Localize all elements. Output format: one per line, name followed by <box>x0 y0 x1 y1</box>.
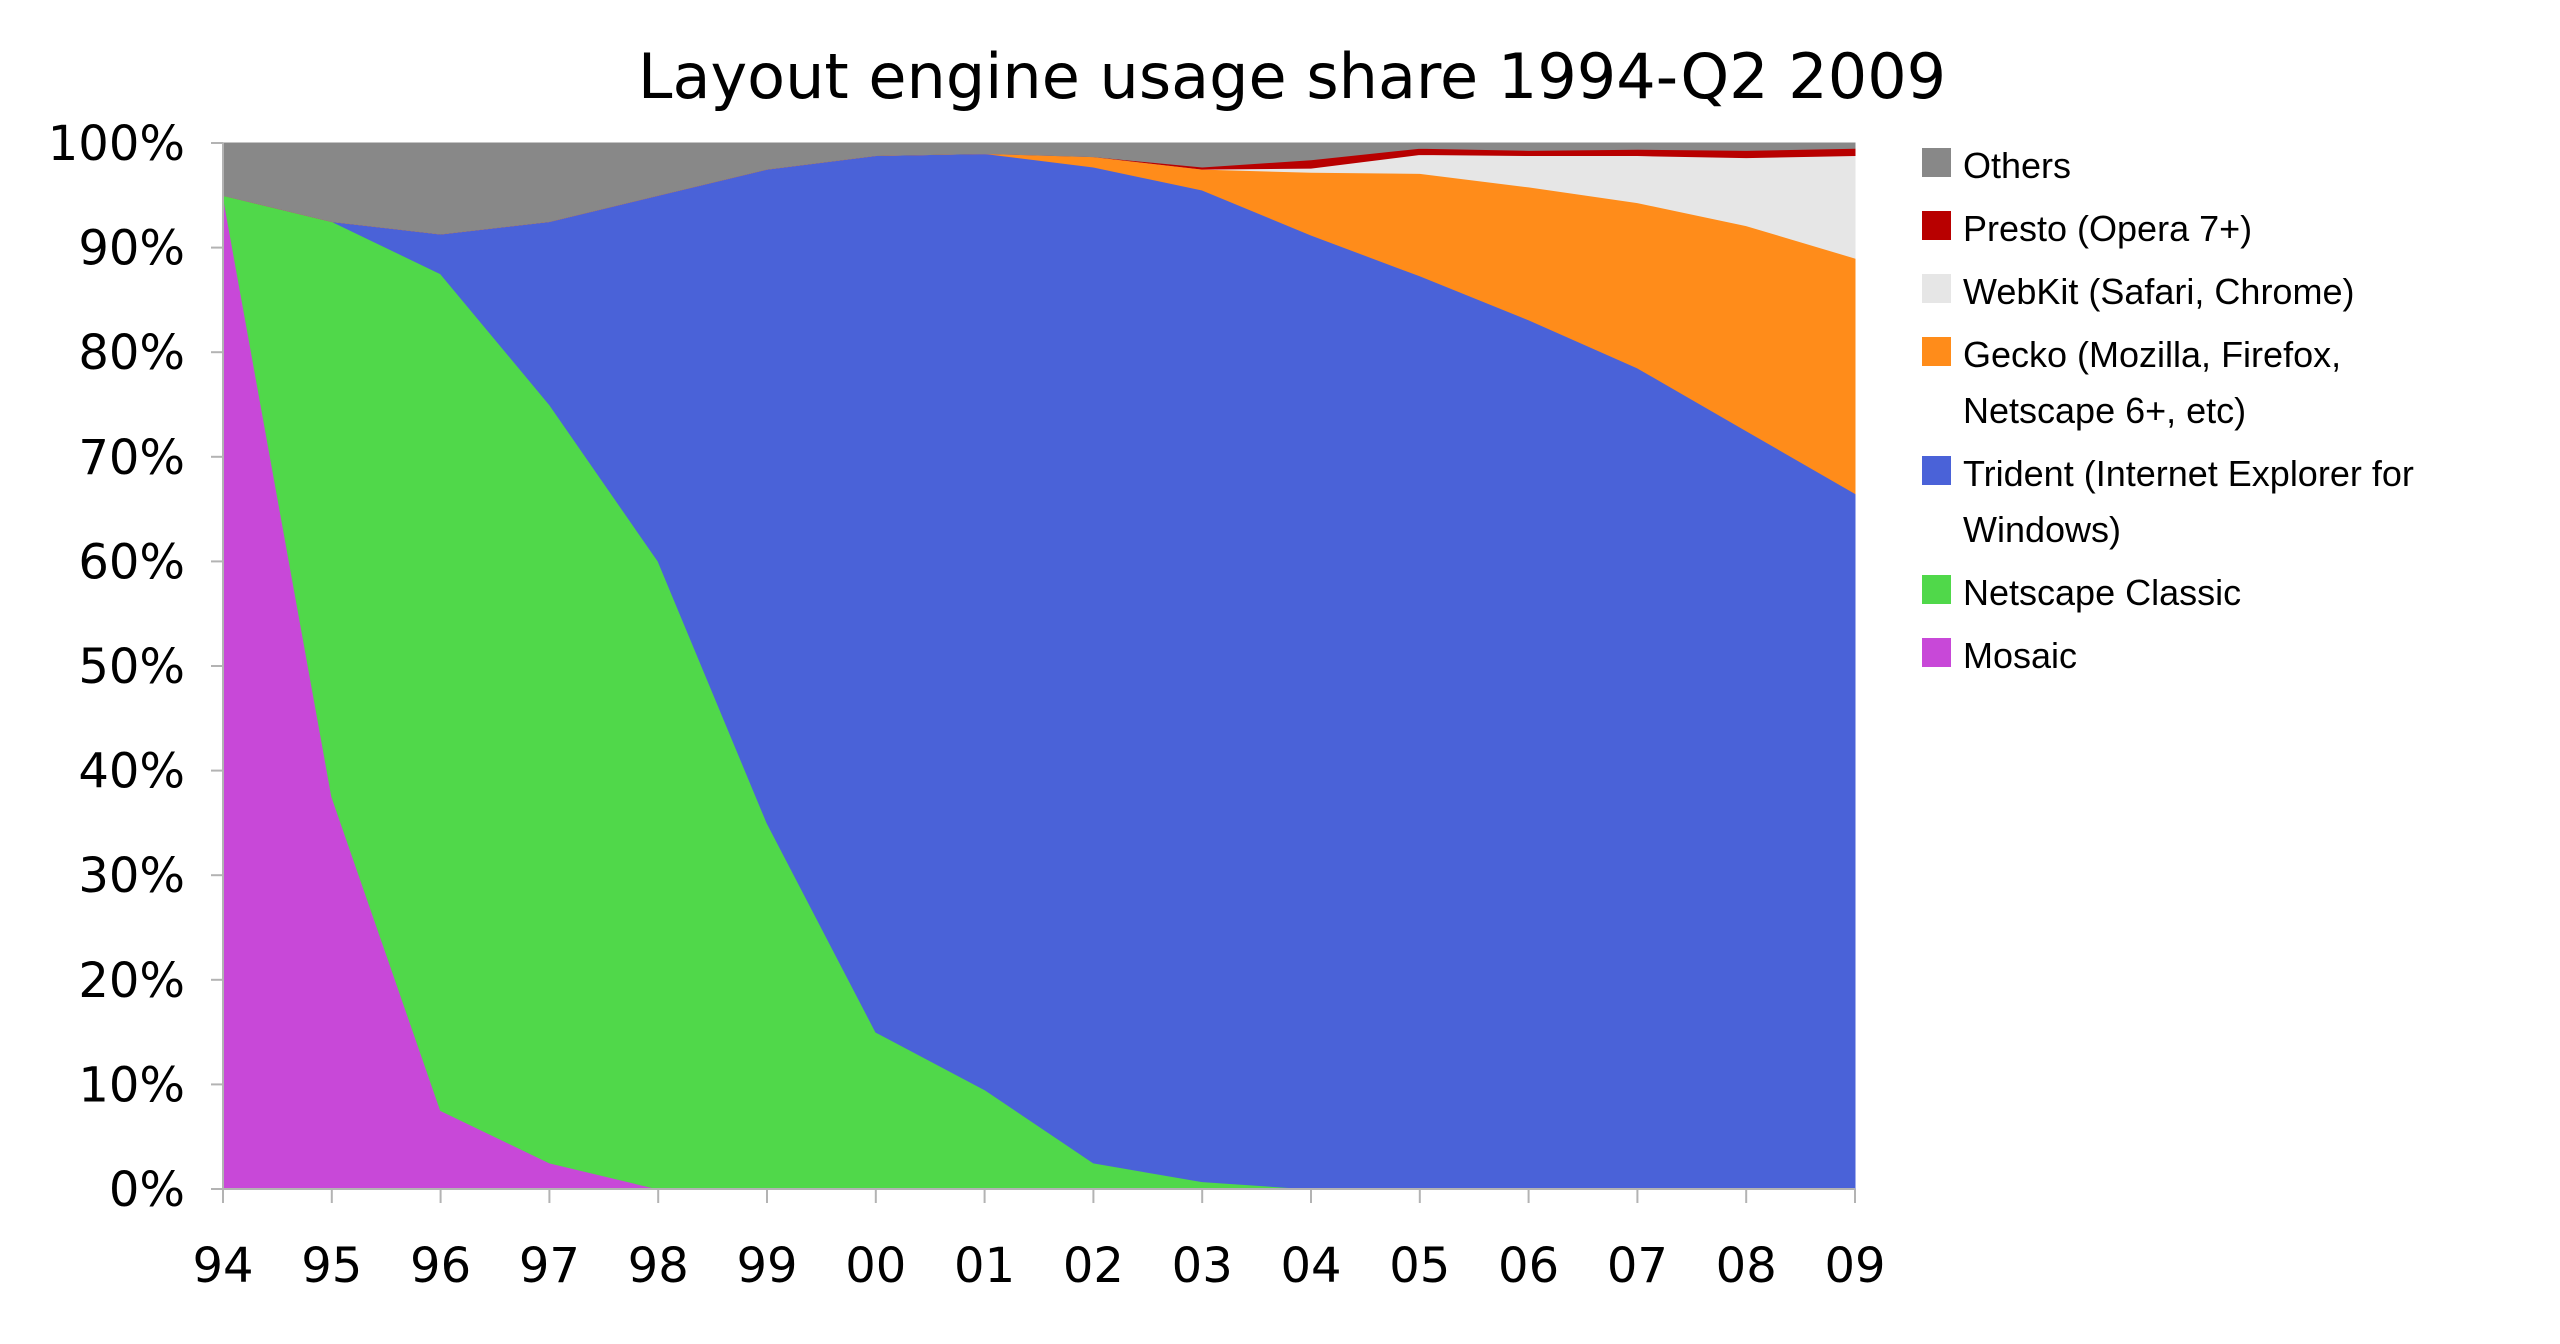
legend-item-trident-internet-explorer-for-windows: Trident (Internet Explorer for Windows) <box>1922 453 2414 550</box>
plot-area <box>222 142 1856 1190</box>
x-tick-label: 04 <box>1280 1238 1341 1294</box>
legend-item-presto-opera-7: Presto (Opera 7+) <box>1922 208 2252 249</box>
y-tick-label: 100% <box>48 116 185 172</box>
x-tick-label: 99 <box>736 1238 797 1294</box>
axes: 0% 10% 20% 30% 40% 50% 60% 70% 80% 90% 100% 94 95 96 9… <box>48 116 1886 1294</box>
x-tick-label: 96 <box>410 1238 471 1294</box>
legend-item-others: Others <box>1922 145 2071 186</box>
x-tick-label: 01 <box>954 1238 1015 1294</box>
x-tick-label: 07 <box>1607 1238 1668 1294</box>
legend-label: Trident (Internet Explorer for <box>1963 453 2414 494</box>
x-tick-label: 97 <box>519 1238 580 1294</box>
y-tick-label: 30% <box>78 848 185 904</box>
y-tick-label: 0% <box>109 1162 185 1218</box>
legend-swatch <box>1922 274 1951 303</box>
x-tick-label: 95 <box>301 1238 362 1294</box>
x-tick-label: 03 <box>1172 1238 1233 1294</box>
x-tick-label: 94 <box>192 1238 253 1294</box>
legend-swatch <box>1922 211 1951 240</box>
legend-swatch <box>1922 337 1951 366</box>
y-tick-label: 90% <box>78 221 185 277</box>
x-tick-label: 02 <box>1063 1238 1124 1294</box>
y-tick-label: 20% <box>78 953 185 1009</box>
chart-title: Layout engine usage share 1994-Q2 2009 <box>638 40 1946 113</box>
y-tick-label: 10% <box>78 1057 185 1113</box>
x-tick-label: 08 <box>1716 1238 1777 1294</box>
legend-swatch <box>1922 575 1951 604</box>
y-tick-label: 50% <box>78 639 185 695</box>
y-tick-label: 80% <box>78 325 185 381</box>
y-tick-label: 40% <box>78 744 185 800</box>
legend-item-webkit-safari-chrome: WebKit (Safari, Chrome) <box>1922 271 2354 312</box>
legend-label: WebKit (Safari, Chrome) <box>1963 271 2354 312</box>
x-tick-label: 06 <box>1498 1238 1559 1294</box>
legend-label: Gecko (Mozilla, Firefox, <box>1963 334 2341 375</box>
legend-label: Netscape Classic <box>1963 572 2241 613</box>
x-tick-label: 05 <box>1389 1238 1450 1294</box>
legend-label: Netscape 6+, etc) <box>1963 390 2246 431</box>
legend: Others Presto (Opera 7+) WebKit (Safari, C… <box>1922 145 2414 676</box>
legend-swatch <box>1922 148 1951 177</box>
area-others <box>222 142 1856 235</box>
legend-item-mosaic: Mosaic <box>1922 635 2077 676</box>
legend-swatch <box>1922 638 1951 667</box>
legend-label: Others <box>1963 145 2071 186</box>
legend-label: Presto (Opera 7+) <box>1963 208 2252 249</box>
y-tick-label: 70% <box>78 430 185 486</box>
x-tick-label: 98 <box>628 1238 689 1294</box>
legend-label: Windows) <box>1963 509 2121 550</box>
x-tick-label: 09 <box>1824 1238 1885 1294</box>
legend-swatch <box>1922 456 1951 485</box>
x-tick-label: 00 <box>845 1238 906 1294</box>
y-tick-label: 60% <box>78 534 185 590</box>
legend-item-gecko-mozilla-firefox-netscape-6-etc: Gecko (Mozilla, Firefox, Netscape 6+, etc… <box>1922 334 2341 431</box>
legend-item-netscape-classic: Netscape Classic <box>1922 572 2241 613</box>
legend-label: Mosaic <box>1963 635 2077 676</box>
